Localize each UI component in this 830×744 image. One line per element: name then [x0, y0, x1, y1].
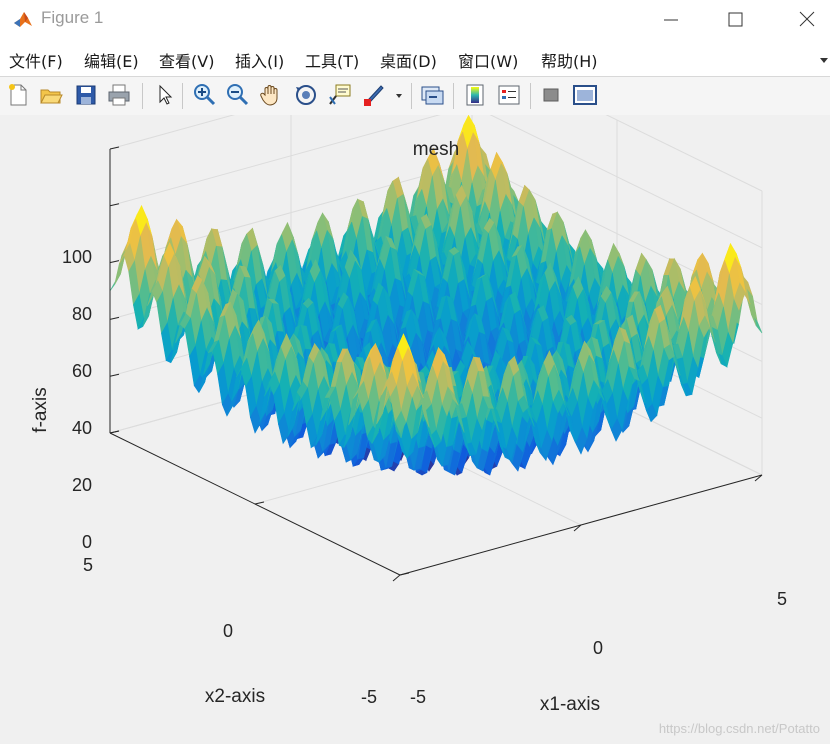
z-tick — [109, 203, 120, 207]
brush-dropdown-icon[interactable] — [392, 82, 406, 108]
x-tick-label: 5 — [777, 589, 787, 609]
y-axis-label: x2-axis — [205, 686, 265, 707]
x-tick-label: 0 — [593, 638, 603, 658]
rotate-3d-icon[interactable] — [293, 82, 319, 108]
print-figure-icon[interactable] — [106, 82, 132, 108]
chart-title: mesh — [413, 139, 459, 160]
x-tick — [754, 474, 763, 482]
y-tick-label: 5 — [83, 555, 93, 575]
z-tick-label: 40 — [72, 418, 92, 438]
z-tick — [109, 430, 120, 434]
z-tick — [109, 373, 120, 377]
y-tick — [399, 572, 410, 576]
z-tick — [109, 146, 120, 150]
z-axis-label: f-axis — [30, 387, 51, 432]
title-bar: Figure 1 — [0, 0, 830, 40]
matlab-logo-icon — [12, 9, 34, 31]
grid-line — [489, 115, 763, 249]
menu-desktop[interactable]: 桌面(D) — [380, 52, 437, 71]
dock-arrow-icon[interactable] — [818, 52, 830, 66]
menu-view[interactable]: 查看(V) — [159, 52, 215, 71]
link-plot-icon[interactable] — [419, 82, 445, 108]
z-tick-label: 0 — [82, 532, 92, 552]
z-tick-label: 60 — [72, 361, 92, 381]
menu-edit[interactable]: 编辑(E) — [84, 52, 139, 71]
mesh-surface-plot[interactable]: mesh 0 20 40 60 80 100 f-axis 5 0 -5 -5 … — [0, 115, 830, 744]
menu-window[interactable]: 窗口(W) — [458, 52, 519, 71]
grid-line — [471, 162, 763, 306]
grid-line — [605, 115, 763, 192]
menu-help[interactable]: 帮助(H) — [541, 52, 598, 71]
z-tick — [109, 260, 120, 264]
insert-colorbar-icon[interactable] — [462, 82, 488, 108]
pan-hand-icon[interactable] — [258, 82, 284, 108]
insert-legend-icon[interactable] — [496, 82, 522, 108]
minimize-button[interactable] — [656, 6, 686, 34]
brush-icon[interactable] — [361, 82, 387, 108]
y-tick-label: -5 — [361, 687, 377, 707]
surface-patch — [394, 410, 407, 434]
new-figure-icon[interactable] — [5, 82, 31, 108]
hide-plot-tools-icon[interactable] — [538, 82, 564, 108]
z-tick-label: 20 — [72, 475, 92, 495]
data-cursor-icon[interactable] — [327, 82, 353, 108]
y-tick — [254, 501, 265, 505]
axes-box — [109, 146, 763, 582]
menu-insert[interactable]: 插入(I) — [235, 52, 285, 71]
grid-line — [109, 115, 235, 150]
save-figure-icon[interactable] — [73, 82, 99, 108]
z-tick — [109, 316, 120, 320]
edit-plot-arrow-icon[interactable] — [152, 82, 178, 108]
window-title: Figure 1 — [41, 8, 104, 27]
watermark: https://blog.csdn.net/Potatto — [658, 721, 820, 736]
z-tick-label: 80 — [72, 304, 92, 324]
x-tick — [573, 524, 582, 532]
surface-patch — [114, 252, 126, 285]
x-tick-label: -5 — [410, 687, 426, 707]
zoom-in-icon[interactable] — [191, 82, 217, 108]
y-tick-label: 0 — [223, 621, 233, 641]
x-axis-label: x1-axis — [540, 694, 600, 715]
open-file-icon[interactable] — [38, 82, 64, 108]
menu-file[interactable]: 文件(F) — [9, 52, 63, 71]
toolbar — [0, 76, 830, 116]
show-plot-tools-icon[interactable] — [572, 82, 598, 108]
maximize-button[interactable] — [720, 6, 750, 34]
surface-mesh — [109, 115, 763, 477]
zoom-out-icon[interactable] — [224, 82, 250, 108]
menu-bar: 文件(F) 编辑(E) 查看(V) 插入(I) 工具(T) 桌面(D) 窗口(W… — [0, 40, 830, 76]
menu-tools[interactable]: 工具(T) — [305, 52, 360, 71]
grid-line — [109, 115, 441, 207]
x-tick — [392, 574, 401, 582]
close-button[interactable] — [792, 6, 822, 34]
z-tick-label: 100 — [62, 247, 92, 267]
